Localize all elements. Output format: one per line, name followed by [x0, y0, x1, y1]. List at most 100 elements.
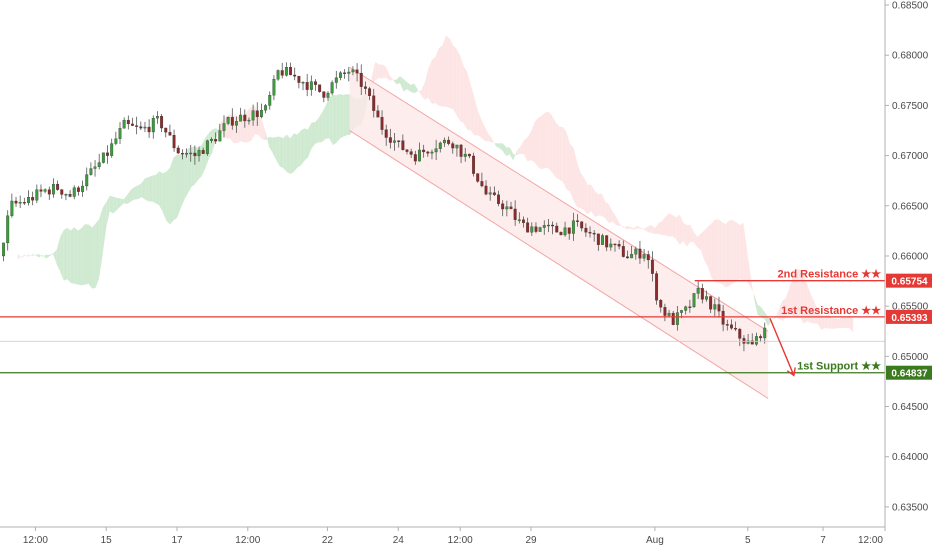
cloud-segment: [569, 143, 574, 201]
cloud-segment: [573, 147, 578, 207]
cloud-segment: [109, 195, 114, 214]
candle-body: [305, 82, 309, 90]
candle-body: [546, 224, 550, 227]
cloud-segment: [849, 315, 854, 333]
candle-body: [517, 219, 521, 221]
cloud-segment: [141, 178, 146, 200]
cloud-segment: [477, 111, 482, 139]
cloud-segment: [661, 216, 666, 236]
cloud-segment: [566, 131, 570, 192]
cloud-segment: [587, 184, 592, 215]
cloud-segment: [138, 183, 142, 200]
candle-body: [27, 197, 30, 204]
candle-body: [135, 125, 139, 127]
candle-body: [243, 114, 247, 122]
x-tick-label: 12:00: [23, 535, 48, 546]
cloud-segment: [24, 254, 29, 257]
candle-body: [567, 227, 571, 234]
candle-body: [522, 219, 525, 223]
y-tick-label: 0.66500: [892, 201, 929, 212]
candle-body: [230, 117, 234, 126]
candle-body: [630, 254, 634, 259]
candle-body: [642, 254, 646, 259]
level-lines: 2nd Resistance ★★ 0.65754 1st Resistance ★…: [0, 269, 932, 380]
cloud-segment: [400, 76, 404, 92]
candle-body: [538, 227, 542, 232]
cloud-segment: [375, 61, 379, 81]
cloud-segment: [474, 97, 478, 136]
cloud-segment: [502, 143, 507, 157]
candle-body: [226, 117, 230, 124]
cloud-segment: [385, 66, 390, 81]
cloud-segment: [162, 171, 167, 221]
x-tick-label: 7: [820, 535, 826, 546]
candle-body: [143, 126, 147, 129]
y-tick-label: 0.63500: [892, 502, 929, 513]
candle-body: [418, 149, 421, 162]
cloud-segment: [127, 189, 131, 204]
candle-body: [284, 67, 288, 76]
candle-body: [334, 77, 338, 83]
candle-body: [563, 227, 567, 236]
cloud-segment: [265, 131, 270, 147]
cloud-segment: [212, 128, 216, 153]
cloud-segment: [435, 48, 439, 106]
candle-body: [185, 153, 189, 155]
x-tick-label: 12:00: [858, 535, 883, 546]
cloud-segment: [697, 233, 701, 251]
candle-body: [93, 166, 97, 169]
cloud-segment: [449, 38, 454, 109]
x-tick-label: 17: [171, 535, 183, 546]
y-tick-label: 0.67500: [892, 101, 929, 112]
candle-body: [588, 232, 592, 234]
candle-body: [576, 220, 580, 222]
cloud-segment: [470, 85, 475, 136]
cloud-segment: [300, 128, 305, 166]
level-price-tag-text: 0.65754: [891, 277, 928, 288]
cloud-segment: [584, 177, 588, 215]
cloud-segment: [513, 150, 517, 161]
cloud-segment: [771, 316, 776, 321]
cloud-segment: [460, 55, 464, 124]
cloud-segment: [283, 134, 287, 173]
cloud-segment: [577, 161, 581, 209]
cloud-segment: [768, 316, 772, 327]
candle-body: [122, 119, 126, 129]
cloud-segment: [725, 220, 730, 288]
candle-body: [422, 149, 426, 153]
candle-body: [22, 202, 26, 204]
candle-body: [455, 144, 459, 149]
candle-body: [426, 151, 430, 154]
cloud-segment: [615, 216, 620, 226]
candle-body: [580, 221, 584, 229]
candle-body: [210, 139, 213, 141]
level-price-tag-text: 0.64837: [891, 369, 928, 380]
x-tick-label: 29: [525, 535, 537, 546]
cloud-segment: [623, 226, 627, 230]
cloud-segment: [644, 226, 648, 233]
candle-body: [667, 312, 671, 316]
x-tick-label: 12:00: [448, 535, 473, 546]
cloud-segment: [538, 115, 542, 170]
x-tick-label: 24: [393, 535, 405, 546]
cloud-segment: [824, 314, 829, 329]
cloud-segment: [31, 254, 36, 256]
cloud-segment: [261, 119, 266, 141]
candle-body: [168, 132, 172, 136]
y-tick-label: 0.65000: [892, 352, 929, 363]
candle-body: [488, 192, 492, 195]
y-tick-label: 0.66000: [892, 251, 929, 262]
cloud-segment: [173, 154, 177, 221]
candle-body: [314, 81, 317, 85]
cloud-segment: [95, 219, 100, 289]
cloud-segment: [814, 301, 818, 324]
cloud-segment: [258, 114, 262, 139]
cloud-segment: [120, 198, 124, 207]
cloud-segment: [166, 167, 170, 225]
candle-body: [101, 152, 105, 163]
cloud-segment: [739, 222, 744, 281]
cloud-segment: [729, 220, 733, 287]
